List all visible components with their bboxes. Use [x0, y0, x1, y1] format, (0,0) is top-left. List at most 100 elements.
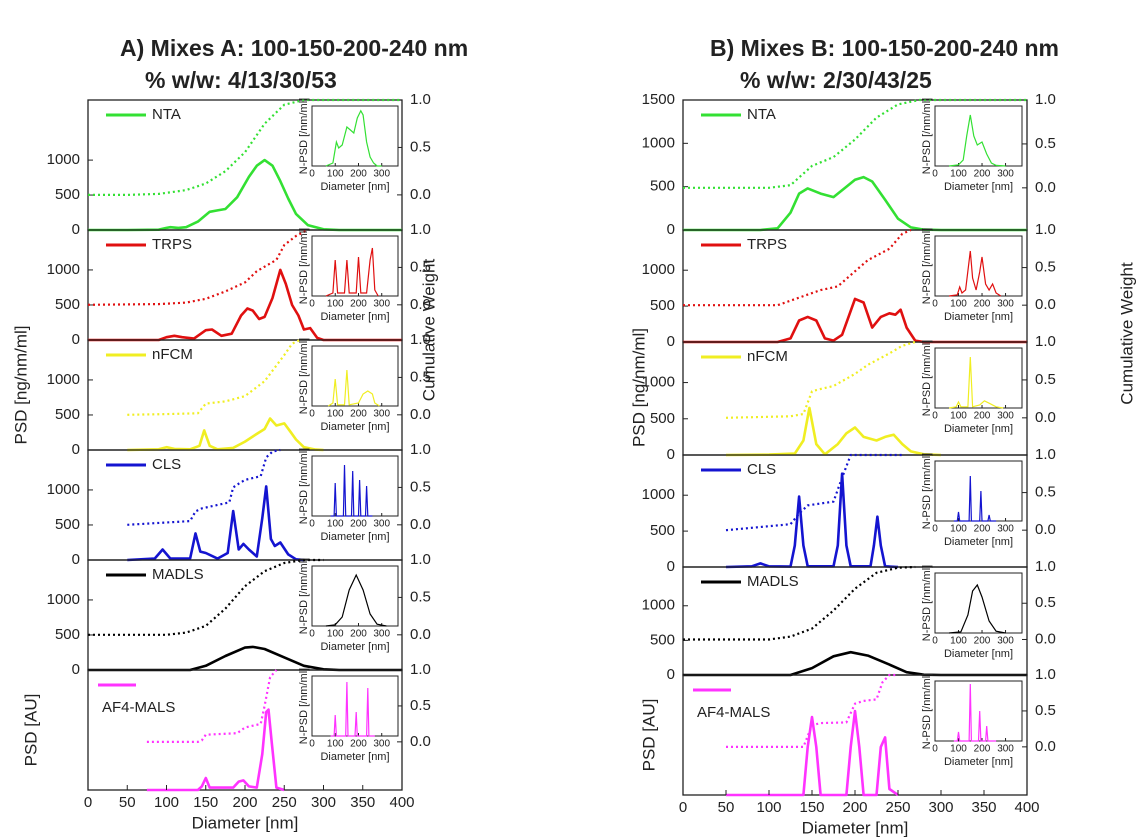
x-tick-label: 200: [842, 799, 867, 816]
legend-label: MADLS: [152, 566, 204, 583]
x-tick-label: 50: [119, 794, 136, 811]
inset-line: [953, 683, 997, 742]
cumulative-line: [88, 558, 324, 636]
legend-label: TRPS: [152, 236, 192, 253]
y2-tick-label: 0.5: [410, 478, 431, 495]
panel-subtitle: % w/w: 4/13/30/53: [145, 67, 337, 93]
inset-x-tick-label: 200: [974, 411, 991, 422]
inset-line: [327, 369, 380, 407]
y2-tick-label: 1.0: [410, 441, 431, 458]
y2-tick-label: 0.0: [1035, 738, 1056, 755]
y2-tick-label: 1.0: [1035, 333, 1056, 350]
x-tick-label: 250: [885, 799, 910, 816]
y-tick-label: 1000: [47, 261, 80, 278]
inset-y-label: N-PSD [/nm/ml]: [921, 98, 933, 174]
psd-line: [88, 268, 402, 342]
x-tick-label: 150: [799, 799, 824, 816]
legend-label: NTA: [747, 106, 776, 123]
panel-title: A) Mixes A: 100-150-200-240 nm: [120, 35, 468, 61]
y2-tick-label: 0.5: [1035, 135, 1056, 152]
inset-x-tick-label: 300: [373, 409, 390, 420]
inset-x-tick-label: 100: [327, 739, 344, 750]
inset-x-tick-label: 300: [997, 524, 1014, 535]
inset-x-label: Diameter [nm]: [944, 756, 1013, 768]
inset-x-tick-label: 0: [309, 629, 315, 640]
y-tick-label: 1000: [47, 371, 80, 388]
y-tick-label: 500: [650, 631, 675, 648]
y2-tick-label: 1.0: [1035, 666, 1056, 683]
x-tick-label: 200: [232, 794, 257, 811]
inset-x-tick-label: 200: [974, 169, 991, 180]
y2-tick-label: 0.0: [1035, 296, 1056, 313]
inset-x-tick-label: 200: [350, 299, 367, 310]
inset-x-tick-label: 200: [350, 629, 367, 640]
x-tick-label: 350: [350, 794, 375, 811]
y2-tick-label: 0.5: [410, 138, 431, 155]
inset-x-label: Diameter [nm]: [320, 181, 389, 193]
y-tick-label: 500: [55, 626, 80, 643]
y2-tick-label: 1.0: [1035, 91, 1056, 108]
y-tick-label: 500: [55, 186, 80, 203]
y-tick-label: 0: [72, 221, 80, 238]
inset-x-tick-label: 200: [974, 524, 991, 535]
y2-tick-label: 0.5: [1035, 259, 1056, 276]
x-tick-label: 300: [928, 799, 953, 816]
inset-y-label: N-PSD [/nm/ml]: [921, 565, 933, 641]
y2-tick-label: 0.0: [410, 516, 431, 533]
inset-line: [330, 464, 373, 517]
y2-tick-label: 0.5: [410, 258, 431, 275]
y-tick-label: 0: [667, 221, 675, 238]
y-axis-label: PSD [ng/nm/ml]: [629, 328, 648, 447]
psd-line: [726, 709, 899, 797]
y-tick-label: 1000: [642, 486, 675, 503]
legend-label: AF4-MALS: [697, 704, 770, 721]
y2-tick-label: 0.5: [1035, 594, 1056, 611]
y2-tick-label: 1.0: [410, 221, 431, 238]
inset-y-label: N-PSD [/nm/ml]: [921, 340, 933, 416]
y-tick-label: 1000: [47, 481, 80, 498]
y-tick-label: 500: [650, 410, 675, 427]
y-tick-label: 1000: [642, 261, 675, 278]
x-tick-label: 250: [272, 794, 297, 811]
y-tick-label: 500: [55, 296, 80, 313]
y-tick-label: 0: [667, 558, 675, 575]
inset-x-tick-label: 200: [350, 739, 367, 750]
inset-x-tick-label: 200: [350, 169, 367, 180]
x-tick-label: 0: [679, 799, 687, 816]
x-tick-label: 50: [718, 799, 735, 816]
legend-label: TRPS: [747, 236, 787, 253]
psd-line: [725, 406, 942, 457]
inset-x-label: Diameter [nm]: [320, 751, 389, 763]
y-tick-label: 500: [650, 178, 675, 195]
psd-line: [146, 708, 285, 792]
y-tick-label: 500: [650, 522, 675, 539]
inset-x-label: Diameter [nm]: [944, 181, 1013, 193]
inset-x-tick-label: 300: [373, 629, 390, 640]
inset-x-tick-label: 100: [950, 411, 967, 422]
y-tick-label: 0: [667, 333, 675, 350]
psd-line: [725, 472, 899, 569]
y2-tick-label: 0.5: [410, 368, 431, 385]
inset-line: [325, 573, 387, 627]
y2-tick-label: 0.5: [410, 588, 431, 605]
inset-y-label: N-PSD [/nm/ml]: [298, 98, 310, 174]
y2-tick-label: 1.0: [410, 661, 431, 678]
inset-x-tick-label: 0: [309, 409, 315, 420]
y2-tick-label: 0.0: [410, 296, 431, 313]
inset-x-tick-label: 0: [932, 299, 938, 310]
x-tick-label: 300: [311, 794, 336, 811]
psd-line: [127, 485, 305, 562]
inset-x-tick-label: 300: [373, 169, 390, 180]
legend-label: MADLS: [747, 573, 799, 590]
inset-frame: [934, 460, 1023, 522]
cumulative-line: [88, 98, 402, 196]
inset-x-label: Diameter [nm]: [944, 311, 1013, 323]
inset-x-tick-label: 200: [974, 744, 991, 755]
inset-y-label: N-PSD [/nm/ml]: [921, 673, 933, 749]
y2-tick-label: 1.0: [1035, 558, 1056, 575]
y-tick-label: 1000: [642, 597, 675, 614]
y2-tick-label: 0.0: [410, 733, 431, 750]
x-tick-label: 400: [1014, 799, 1039, 816]
inset-frame: [311, 105, 399, 167]
